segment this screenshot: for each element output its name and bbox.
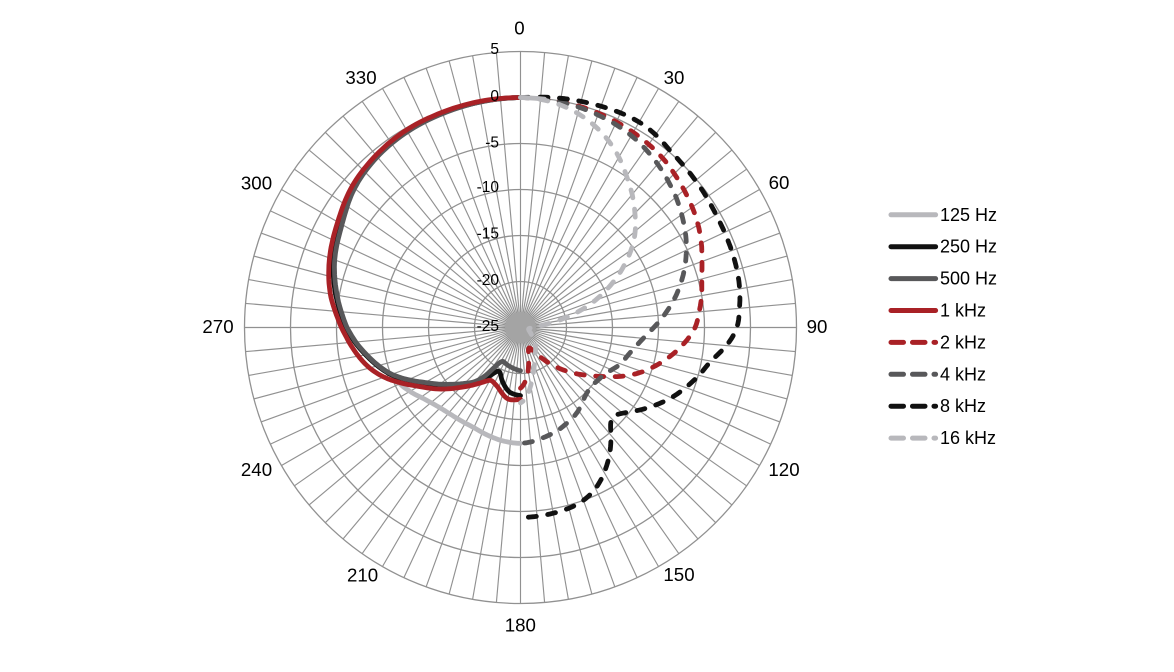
svg-text:330: 330 [345, 67, 376, 88]
svg-text:4 kHz: 4 kHz [940, 364, 986, 384]
svg-text:270: 270 [202, 316, 233, 337]
svg-text:-25: -25 [477, 318, 499, 335]
svg-text:-10: -10 [477, 179, 500, 196]
svg-text:150: 150 [663, 564, 694, 585]
svg-text:500 Hz: 500 Hz [940, 269, 997, 289]
svg-text:180: 180 [505, 615, 536, 636]
svg-text:0: 0 [514, 18, 524, 39]
svg-text:-20: -20 [477, 272, 500, 289]
svg-text:125 Hz: 125 Hz [940, 205, 997, 225]
svg-text:2 kHz: 2 kHz [940, 332, 986, 352]
svg-text:300: 300 [241, 173, 272, 194]
svg-text:210: 210 [347, 565, 378, 586]
svg-text:5: 5 [490, 41, 499, 58]
svg-text:120: 120 [768, 459, 799, 480]
svg-text:30: 30 [664, 67, 685, 88]
svg-text:16 kHz: 16 kHz [940, 428, 996, 448]
svg-text:0: 0 [490, 88, 499, 105]
svg-text:250 Hz: 250 Hz [940, 237, 997, 257]
svg-text:-15: -15 [477, 226, 499, 243]
svg-text:1 kHz: 1 kHz [940, 301, 986, 321]
svg-text:90: 90 [807, 316, 828, 337]
svg-text:8 kHz: 8 kHz [940, 396, 986, 416]
svg-text:60: 60 [769, 172, 790, 193]
svg-text:-5: -5 [485, 134, 499, 151]
svg-text:240: 240 [241, 459, 272, 480]
